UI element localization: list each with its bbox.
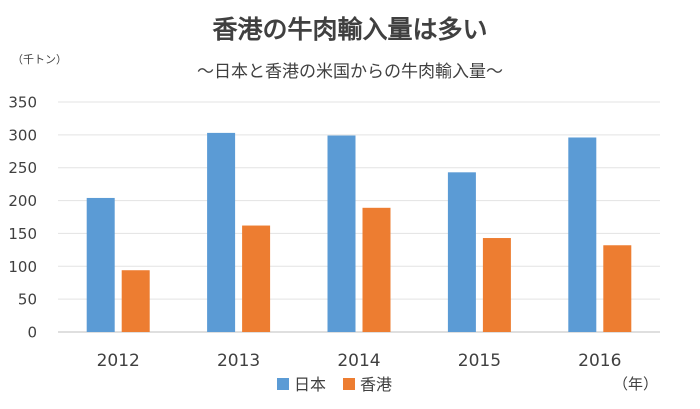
y-tick-label: 300 (8, 126, 37, 144)
y-axis-ticks: 0 50 100 150 200 250 300 350 (8, 94, 37, 342)
y-tick-label: 350 (8, 94, 37, 112)
y-tick-label: 0 (27, 324, 37, 342)
bar-日本-2012 (86, 197, 115, 332)
x-axis-unit-label: （年） (613, 375, 658, 393)
y-tick-label: 150 (8, 225, 37, 243)
bar-香港-2013 (242, 225, 271, 332)
y-tick-label: 250 (8, 159, 37, 177)
bar-日本-2014 (327, 135, 356, 332)
legend-label: 日本 (294, 375, 326, 394)
x-tick-label: 2016 (578, 351, 621, 371)
x-axis-ticks: 2012 2013 2014 2015 2016 (97, 351, 622, 371)
x-tick-label: 2014 (337, 351, 380, 371)
y-tick-label: 100 (8, 258, 37, 276)
gridlines (58, 101, 660, 333)
bars (86, 132, 632, 332)
x-tick-label: 2012 (97, 351, 140, 371)
bar-香港-2016 (603, 245, 632, 332)
legend: 日本 香港 (277, 375, 392, 394)
chart-subtitle: ～日本と香港の米国からの牛肉輸入量～ (197, 62, 503, 82)
bar-香港-2014 (362, 207, 391, 332)
x-tick-label: 2015 (458, 351, 501, 371)
bar-日本-2016 (568, 137, 597, 332)
bar-日本-2015 (447, 172, 476, 332)
chart-title: 香港の牛肉輸入量は多い (212, 15, 487, 44)
bar-香港-2012 (121, 270, 150, 332)
bar-日本-2013 (207, 132, 236, 332)
y-axis-unit-label: （千トン） (12, 53, 67, 66)
x-tick-label: 2013 (217, 351, 260, 371)
legend-label: 香港 (360, 375, 392, 394)
legend-swatch (343, 378, 355, 390)
y-tick-label: 50 (18, 291, 37, 309)
legend-swatch (277, 378, 289, 390)
bar-香港-2015 (482, 238, 511, 332)
y-tick-label: 200 (8, 192, 37, 210)
